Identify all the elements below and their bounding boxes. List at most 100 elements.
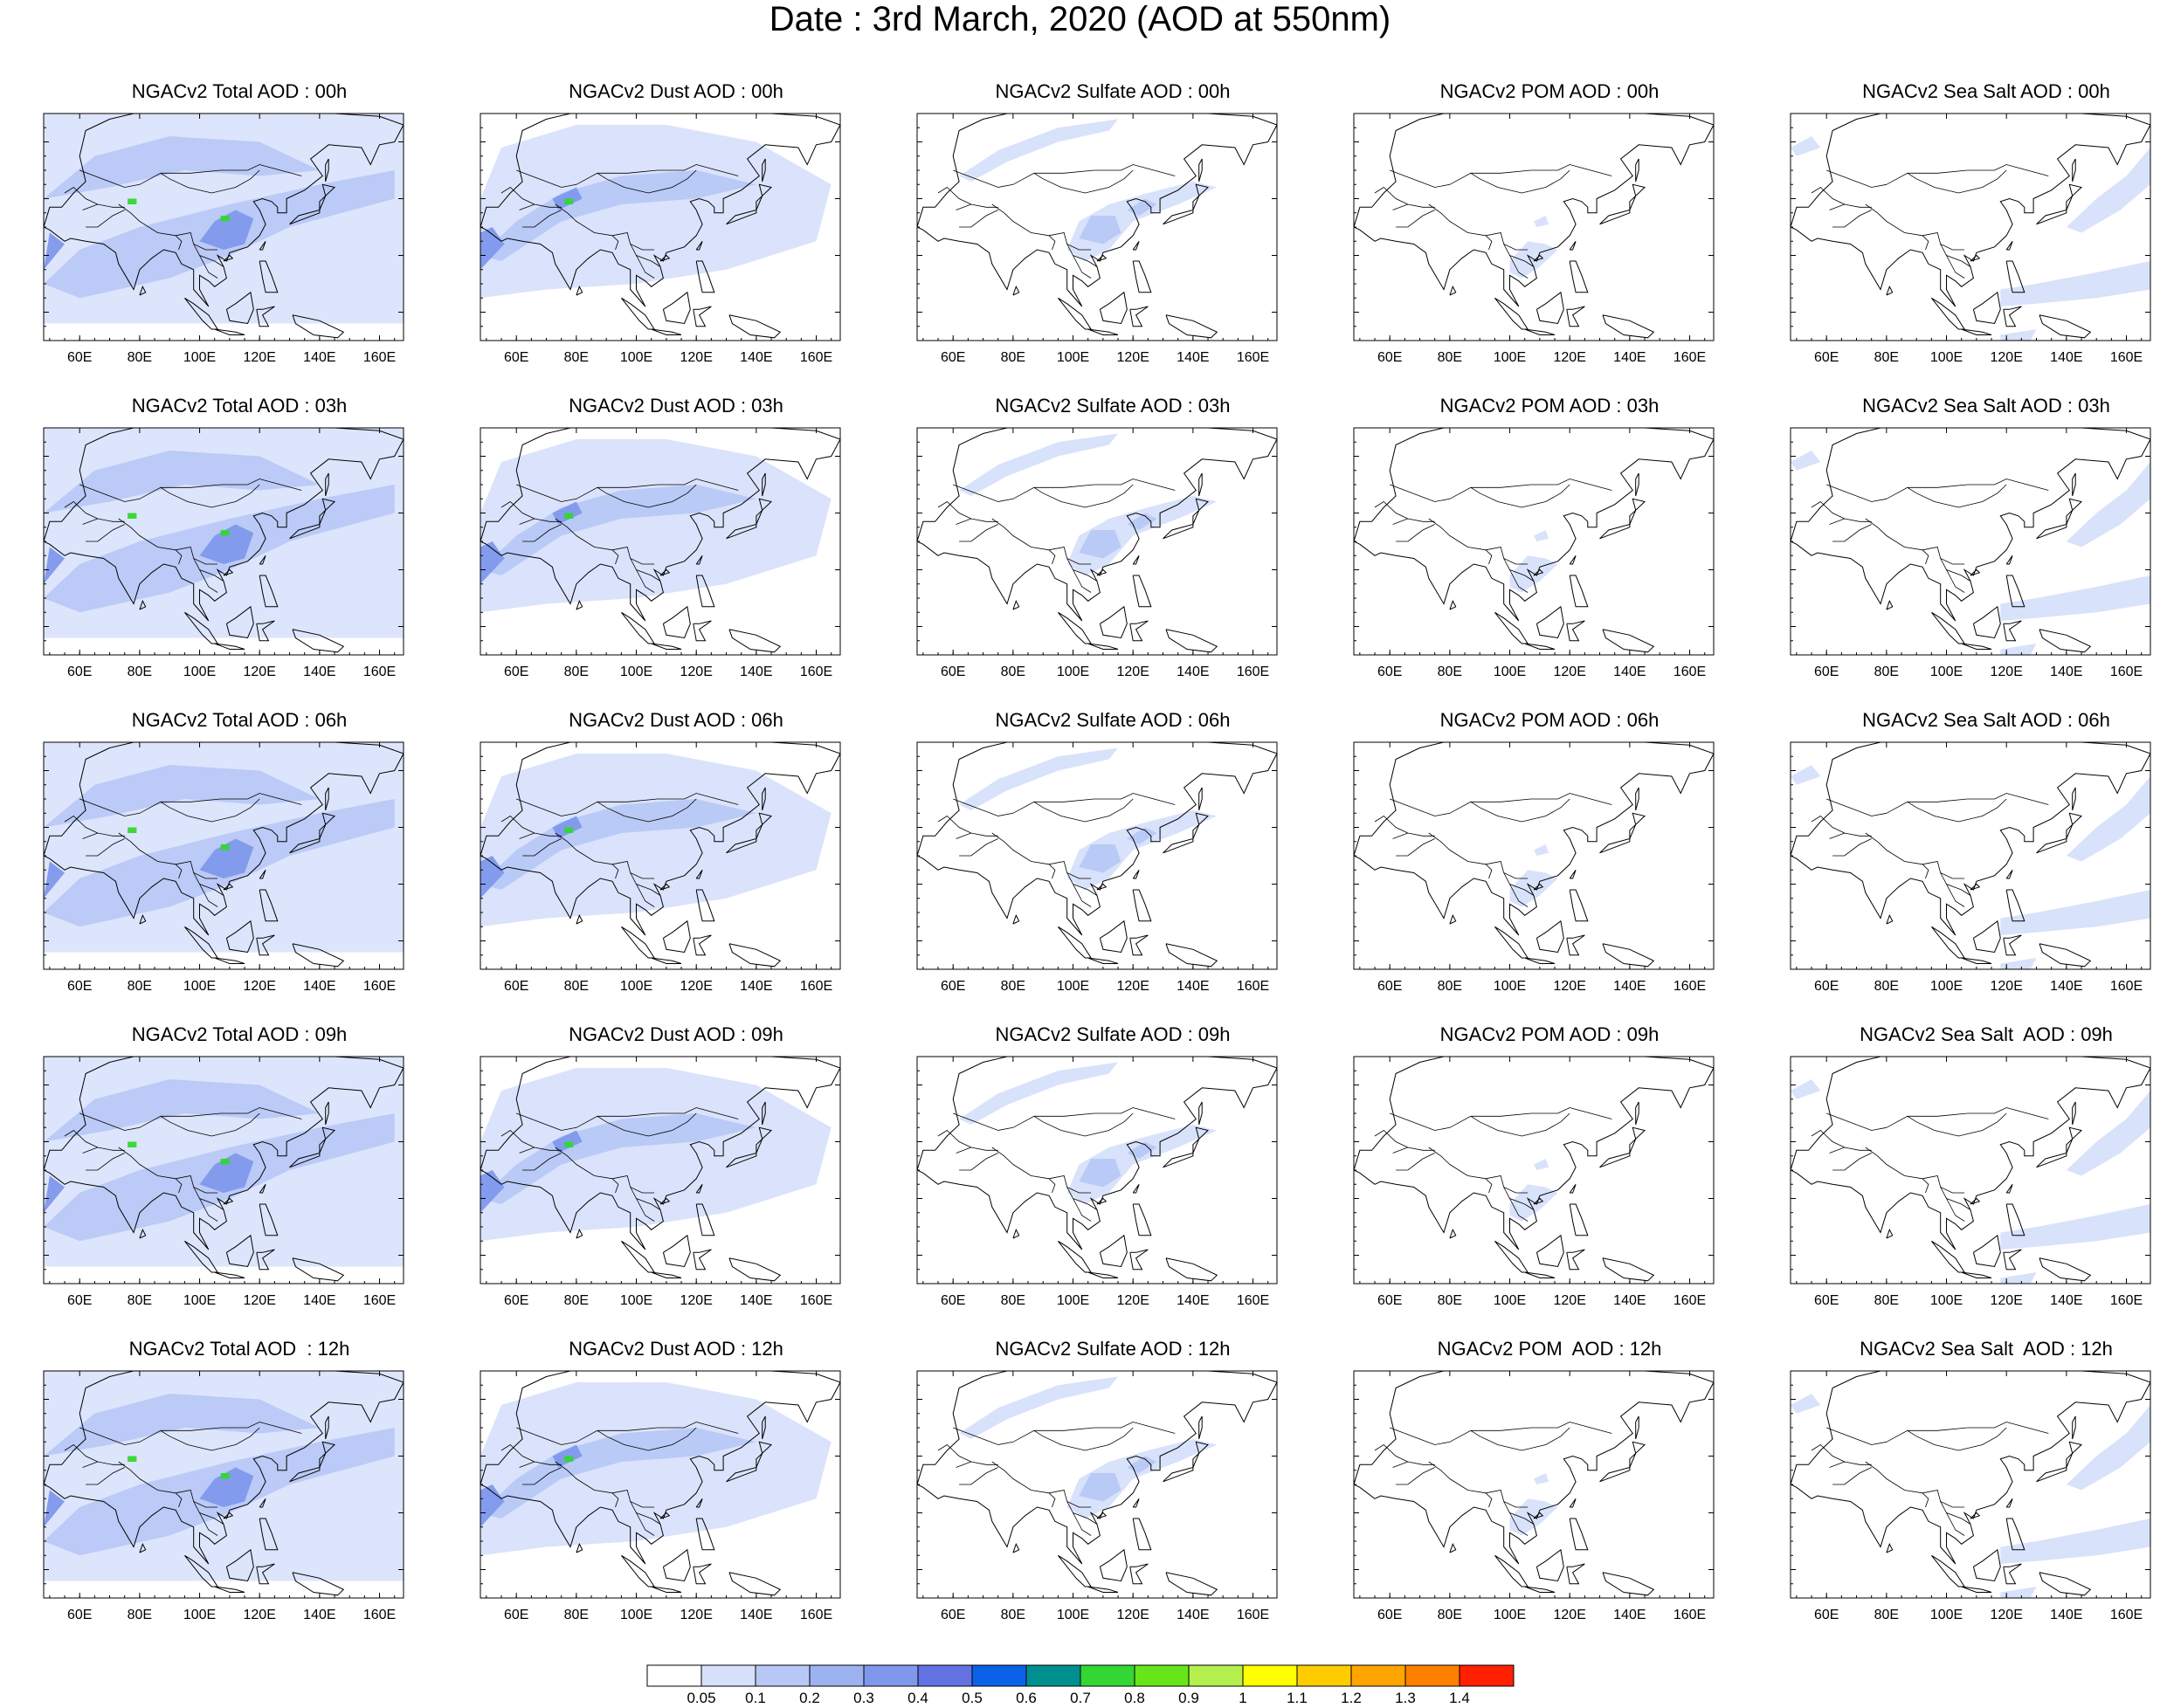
coastline xyxy=(1972,1548,2001,1582)
lon-label: 120E xyxy=(680,979,713,994)
lon-label: 80E xyxy=(1438,350,1462,365)
coastline xyxy=(1635,472,1639,497)
map-plot: 60N40N20N060E80E100E120E140E160E xyxy=(1349,1056,1715,1308)
lon-label: 160E xyxy=(363,979,396,994)
coastline xyxy=(214,328,245,335)
country-border xyxy=(953,479,1176,502)
coastline xyxy=(480,1371,840,1565)
country-border xyxy=(175,235,183,251)
coastline xyxy=(139,600,147,610)
map-panel-sulfate: NGACv2 Sulfate AOD : 00h60N40N20N060E80E… xyxy=(912,80,1314,368)
country-border xyxy=(1392,1147,1435,1154)
coastline xyxy=(325,472,329,497)
country-border xyxy=(1940,558,1971,582)
country-border xyxy=(1033,798,1134,823)
coastline xyxy=(1012,1543,1020,1553)
coastline xyxy=(292,629,345,653)
coastline xyxy=(2005,889,2025,922)
colorbar-box xyxy=(1296,1664,1352,1687)
coastline xyxy=(1087,1271,1119,1278)
country-border xyxy=(1907,1427,2007,1451)
country-border xyxy=(86,524,125,542)
coastline xyxy=(621,297,656,330)
panel-title: NGACv2 Sulfate AOD : 09h xyxy=(995,1023,1231,1045)
coastline xyxy=(1533,1197,1544,1205)
coastline xyxy=(1354,1057,1714,1250)
country-border xyxy=(597,1427,697,1451)
lon-label: 100E xyxy=(620,350,652,365)
coastline xyxy=(728,1257,782,1282)
aod-shading xyxy=(199,210,254,250)
aod-shading xyxy=(44,547,65,584)
lon-label: 100E xyxy=(1930,1293,1963,1308)
panel-title: NGACv2 POM AOD : 00h xyxy=(1439,80,1660,102)
coastline xyxy=(480,742,840,936)
lon-label: 80E xyxy=(564,665,589,679)
aod-shading xyxy=(1534,844,1549,856)
map-plot: 60N40N20N060E80E100E120E140E160E xyxy=(912,1370,1278,1622)
colorbar-box xyxy=(1025,1664,1081,1687)
lon-label: 100E xyxy=(620,1293,652,1308)
country-border xyxy=(1940,244,1971,267)
lon-label: 160E xyxy=(800,1608,832,1622)
coastline xyxy=(1099,291,1128,325)
coastline xyxy=(1533,254,1544,262)
country-border xyxy=(1922,1492,1929,1508)
coastline xyxy=(480,1057,840,1250)
aod-shading xyxy=(128,198,137,204)
aod-field xyxy=(44,1057,404,1282)
lon-label: 160E xyxy=(363,350,396,365)
coastline xyxy=(225,919,254,954)
aod-shading xyxy=(2000,890,2150,935)
country-border xyxy=(636,569,655,593)
coastline xyxy=(2036,498,2083,540)
lon-label: 80E xyxy=(128,1293,152,1308)
lon-label: 120E xyxy=(1117,350,1149,365)
coastline xyxy=(1569,241,1577,251)
aod-shading xyxy=(480,439,832,613)
country-border xyxy=(1907,798,2007,823)
map-panel-total: NGACv2 Total AOD : 06h60N40N20N060E80E10… xyxy=(38,709,440,997)
coastline xyxy=(1961,1271,1992,1278)
country-border xyxy=(79,1107,302,1131)
coastline xyxy=(1129,1249,1149,1271)
aod-shading xyxy=(199,1467,254,1507)
country-border xyxy=(1946,255,1965,279)
map-panel-sulfate: NGACv2 Sulfate AOD : 12h60N40N20N060E80E… xyxy=(912,1338,1314,1626)
country-border xyxy=(1390,793,1612,816)
map-plot: 60N40N20N060E80E100E120E140E160E xyxy=(1785,741,2151,994)
coastline xyxy=(2005,870,2013,879)
coastline xyxy=(225,1548,254,1582)
lon-label: 140E xyxy=(740,1608,772,1622)
aod-field xyxy=(1354,114,1714,339)
aod-shading xyxy=(480,1484,505,1527)
coastline xyxy=(259,1184,266,1194)
lon-label: 140E xyxy=(1613,1293,1646,1308)
country-border xyxy=(630,558,661,582)
lon-label: 100E xyxy=(1494,665,1526,679)
lon-label: 100E xyxy=(183,1608,216,1622)
map-plot: 60N40N20N060E80E100E120E140E160E xyxy=(912,1056,1278,1308)
country-border xyxy=(1066,1187,1098,1210)
coastline xyxy=(1972,291,2001,325)
aod-shading xyxy=(959,433,1118,496)
coastline xyxy=(662,605,691,639)
lon-label: 60E xyxy=(67,1293,92,1308)
coastline xyxy=(693,1563,712,1585)
country-border xyxy=(1374,500,1408,520)
lon-label: 160E xyxy=(2110,350,2143,365)
lon-label: 140E xyxy=(2050,1293,2082,1308)
aod-shading xyxy=(220,844,230,851)
lon-label: 100E xyxy=(1930,979,1963,994)
lon-label: 100E xyxy=(183,665,216,679)
coastline xyxy=(1635,1415,1639,1440)
map-plot: 60N40N20N060E80E100E120E140E160E xyxy=(38,741,404,994)
coastline xyxy=(662,919,691,954)
country-border xyxy=(1374,815,1408,834)
aod-shading xyxy=(220,530,230,536)
country-border xyxy=(1865,1461,1965,1508)
aod-shading xyxy=(2000,575,2150,621)
country-border xyxy=(555,832,655,879)
coastline xyxy=(289,498,336,540)
aod-shading xyxy=(1127,1456,1157,1473)
